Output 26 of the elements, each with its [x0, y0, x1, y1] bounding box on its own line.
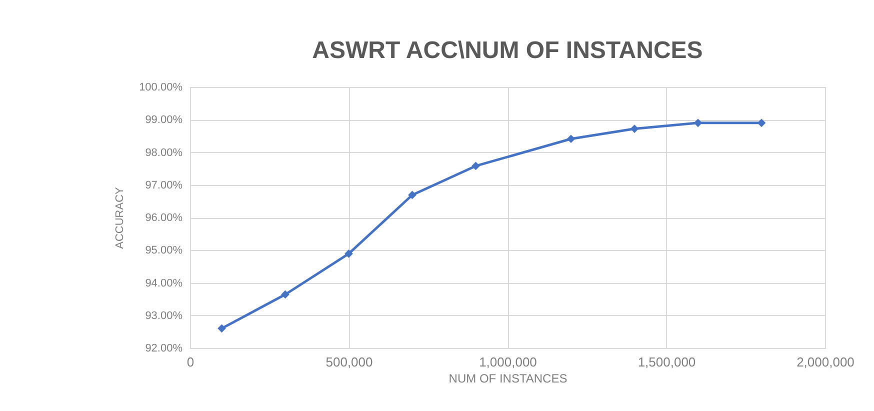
y-tick-label: 99.00%: [145, 114, 183, 126]
y-tick-label: 97.00%: [145, 179, 183, 192]
y-tick-label: 98.00%: [145, 146, 183, 159]
x-tick-label: 1,000,000: [479, 354, 537, 370]
chart-title: ASWRT ACC\NUM OF INSTANCES: [312, 37, 703, 64]
x-tick-label: 500,000: [326, 354, 373, 370]
point: [694, 118, 702, 128]
x-tick-label: 1,500,000: [638, 354, 696, 370]
y-tick-label: 94.00%: [145, 277, 183, 290]
y-tick-label: 92.00%: [145, 342, 183, 354]
point: [630, 124, 639, 133]
y-tick-label: 93.00%: [145, 310, 183, 322]
x-axis-title: NUM OF INSTANCES: [448, 372, 568, 386]
point: [344, 250, 353, 258]
point: [218, 324, 226, 333]
point: [566, 134, 576, 144]
point: [757, 118, 766, 128]
y-tick-label: 96.00%: [145, 212, 183, 224]
point: [408, 190, 416, 200]
x-tick-label: 0: [186, 354, 194, 370]
point: [472, 162, 480, 170]
point: [281, 290, 290, 299]
y-tick-label: 100.00%: [139, 82, 183, 94]
y-tick-label: 95.00%: [145, 244, 183, 257]
y-axis-title: ACCURACY: [114, 186, 126, 249]
x-tick-label: 2,000,000: [796, 354, 854, 370]
